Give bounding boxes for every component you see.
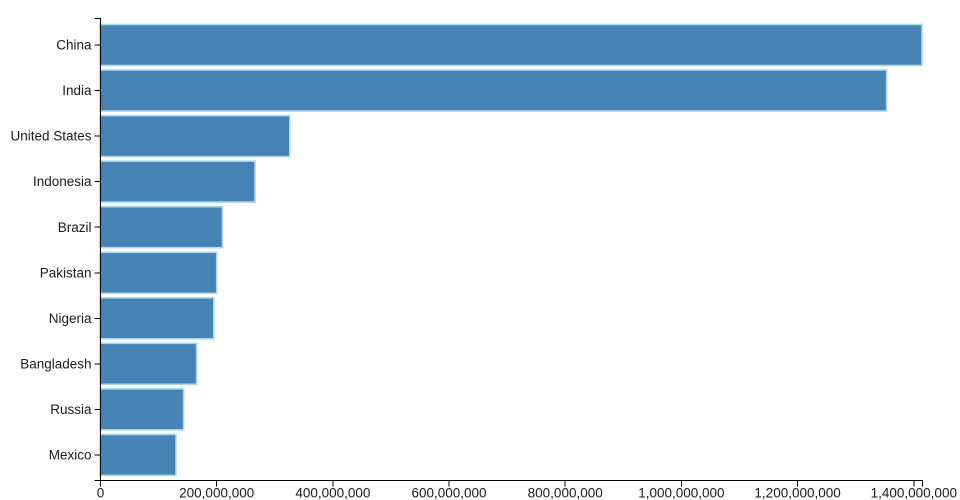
y-tick-label-indonesia: Indonesia <box>33 174 92 189</box>
y-tick-label-nigeria: Nigeria <box>49 311 92 326</box>
bar-russia <box>99 388 185 431</box>
x-tick-label-5: 1,000,000,000 <box>638 486 724 500</box>
bar-brazil <box>99 205 224 249</box>
y-tick-label-united-states: United States <box>10 129 91 144</box>
bar-bangladesh <box>99 342 198 386</box>
x-tick-label-1: 200,000,000 <box>179 486 254 500</box>
x-tick-label-6: 1,200,000,000 <box>754 486 840 500</box>
y-tick-label-china: China <box>56 38 92 53</box>
y-axis-domain-line <box>94 18 101 481</box>
x-tick-label-7: 1,400,000,000 <box>871 486 957 500</box>
y-tick-label-russia: Russia <box>50 402 92 417</box>
x-tick-label-3: 600,000,000 <box>411 486 486 500</box>
x-tick-label-2: 400,000,000 <box>295 486 370 500</box>
bar-india <box>99 69 888 112</box>
bar-nigeria <box>99 296 215 340</box>
x-tick-label-0: 0 <box>97 486 105 500</box>
bar-pakistan <box>99 251 218 295</box>
y-axis: China India United States Indonesia Brazil Pa… <box>10 18 101 481</box>
bar-mexico <box>99 433 177 477</box>
y-tick-label-india: India <box>62 83 92 98</box>
bar-indonesia <box>99 160 256 203</box>
y-tick-label-brazil: Brazil <box>58 220 92 235</box>
bars-group <box>99 23 923 477</box>
x-tick-label-4: 800,000,000 <box>528 486 603 500</box>
y-tick-label-pakistan: Pakistan <box>40 265 92 280</box>
bar-united-states <box>99 114 291 158</box>
bar-china <box>99 23 923 67</box>
y-tick-label-mexico: Mexico <box>49 448 92 463</box>
y-tick-label-bangladesh: Bangladesh <box>20 356 91 371</box>
x-axis: 0 200,000,000 400,000,000 600,000,000 800,00… <box>97 480 957 500</box>
